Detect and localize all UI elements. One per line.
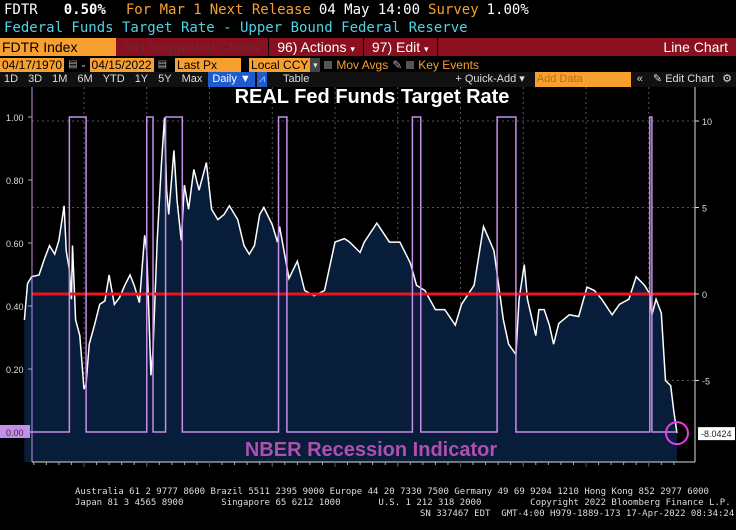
right-tick-label: 5 — [702, 204, 707, 214]
last-value-label: -8.0424 — [701, 429, 732, 439]
real-rate-line — [23, 117, 678, 434]
left-tick-label: 0.80 — [6, 176, 24, 186]
field-select[interactable]: Last Px — [175, 57, 242, 72]
chart-type-label[interactable]: Line Chart — [663, 39, 728, 55]
recession-annotation: NBER Recession Indicator — [245, 439, 498, 461]
survey-value: 1.00% — [486, 2, 529, 18]
period-5y[interactable]: 5Y — [158, 73, 172, 85]
frequency-select[interactable]: Daily ▼ — [208, 72, 255, 87]
edit-label: 97) Edit — [371, 39, 421, 55]
start-date-input[interactable]: 04/17/1970 — [0, 57, 65, 72]
left-tick-label: 0.40 — [6, 302, 24, 312]
chart-toolbar: FDTR Index 94) Suggested Charts 96) Acti… — [0, 38, 736, 56]
chevron-down-icon[interactable]: ▾ — [310, 57, 321, 72]
current-value-badge — [0, 425, 30, 438]
period-1m[interactable]: 1M — [52, 73, 68, 85]
mov-avgs-checkbox[interactable] — [324, 60, 333, 69]
period-ytd[interactable]: YTD — [102, 73, 125, 85]
last-value-badge — [698, 427, 735, 441]
left-tick-label: 0.00 — [6, 428, 24, 438]
right-tick-label: -5 — [702, 377, 710, 387]
calendar-icon[interactable]: ▤ — [68, 58, 78, 70]
chevron-down-icon: ▾ — [424, 44, 429, 54]
pencil-icon[interactable]: ✎ — [392, 57, 403, 72]
calendar-icon[interactable]: ▤ — [157, 58, 168, 70]
real-rate-series — [23, 117, 678, 462]
period-max[interactable]: Max — [181, 73, 203, 85]
next-release-value: 04 May 14:00 — [318, 2, 421, 18]
security-description: Federal Funds Target Rate - Upper Bound … — [4, 20, 468, 36]
left-tick-label: 1.00 — [6, 113, 24, 123]
left-tick-label: 0.20 — [6, 365, 24, 375]
toolbar-divider — [268, 38, 270, 56]
right-tick-label: 10 — [702, 117, 712, 127]
date-range-bar: 04/17/1970 ▤ - 04/15/2022 ▤ Last Px Loca… — [0, 57, 736, 72]
period-1y[interactable]: 1Y — [134, 73, 149, 85]
line-chart-icon[interactable]: ⩘ — [256, 72, 268, 87]
survey-label: Survey — [428, 2, 479, 18]
period-6m[interactable]: 6M — [77, 73, 93, 85]
edit-chart-button[interactable]: ✎ Edit Chart — [649, 72, 718, 87]
pencil-icon: ✎ — [652, 73, 663, 85]
actions-label: 96) Actions — [277, 39, 347, 55]
gear-icon[interactable]: ⚙ — [722, 73, 732, 85]
period-bar: 1D 3D 1M 6M YTD 1Y 5Y Max Daily ▼ ⩘ Tabl… — [0, 72, 736, 87]
last-value: 0.50% — [63, 2, 106, 18]
edit-menu[interactable]: 97) Edit ▾ — [372, 38, 429, 56]
edit-chart-label: Edit Chart — [665, 73, 715, 85]
key-events-checkbox[interactable] — [406, 60, 415, 69]
chart-area: 1.000.800.600.400.200.001050-5-8.0424197… — [0, 87, 735, 467]
toolbar-divider — [436, 38, 438, 56]
footer-session: SN 337467 EDT GMT-4:00 H979-1889-173 17-… — [420, 509, 735, 519]
mov-avgs-label[interactable]: Mov Avgs — [336, 57, 389, 72]
suggested-charts-button[interactable]: 94) Suggested Charts — [124, 39, 261, 55]
quick-add-button[interactable]: + Quick-Add ▾ — [455, 73, 525, 85]
chart-title: REAL Fed Funds Target Rate — [235, 87, 510, 108]
period-1d[interactable]: 1D — [4, 73, 19, 85]
left-tick-label: 0.60 — [6, 239, 24, 249]
axes: 1.000.800.600.400.200.001050-5-8.0424197… — [0, 87, 735, 467]
security-input[interactable]: FDTR Index — [0, 38, 116, 56]
quote-header: FDTR 0.50% For Mar 1 Next Release 04 May 14:… — [4, 2, 537, 18]
period-3d[interactable]: 3D — [28, 73, 43, 85]
ticker: FDTR — [4, 2, 38, 18]
recession-series — [24, 116, 677, 433]
end-date-input[interactable]: 04/15/2022 — [89, 57, 154, 72]
for-label: For Mar 1 — [125, 2, 202, 18]
date-separator: - — [81, 57, 86, 72]
key-events-label[interactable]: Key Events — [418, 57, 479, 72]
table-button[interactable]: Table — [283, 73, 310, 85]
currency-select[interactable]: Local CCY — [249, 57, 311, 72]
highlight-circle — [664, 421, 689, 446]
right-tick-label: 0 — [702, 290, 707, 300]
actions-menu[interactable]: 96) Actions ▾ — [277, 38, 355, 56]
footer-contacts-1: Australia 61 2 9777 8600 Brazil 5511 239… — [75, 487, 709, 497]
chevron-down-icon: ▾ — [350, 44, 355, 54]
next-release-label: Next Release — [209, 2, 311, 18]
footer-contacts-2: Japan 81 3 4565 8900 Singapore 65 6212 1… — [75, 498, 731, 508]
quick-add-label: + Quick-Add — [455, 73, 517, 85]
collapse-button[interactable]: « — [636, 73, 643, 85]
recession-indicator-line — [24, 116, 677, 433]
toolbar-divider — [362, 38, 364, 56]
add-data-input[interactable]: Add Data — [534, 72, 631, 87]
frequency-label: Daily — [212, 73, 237, 85]
